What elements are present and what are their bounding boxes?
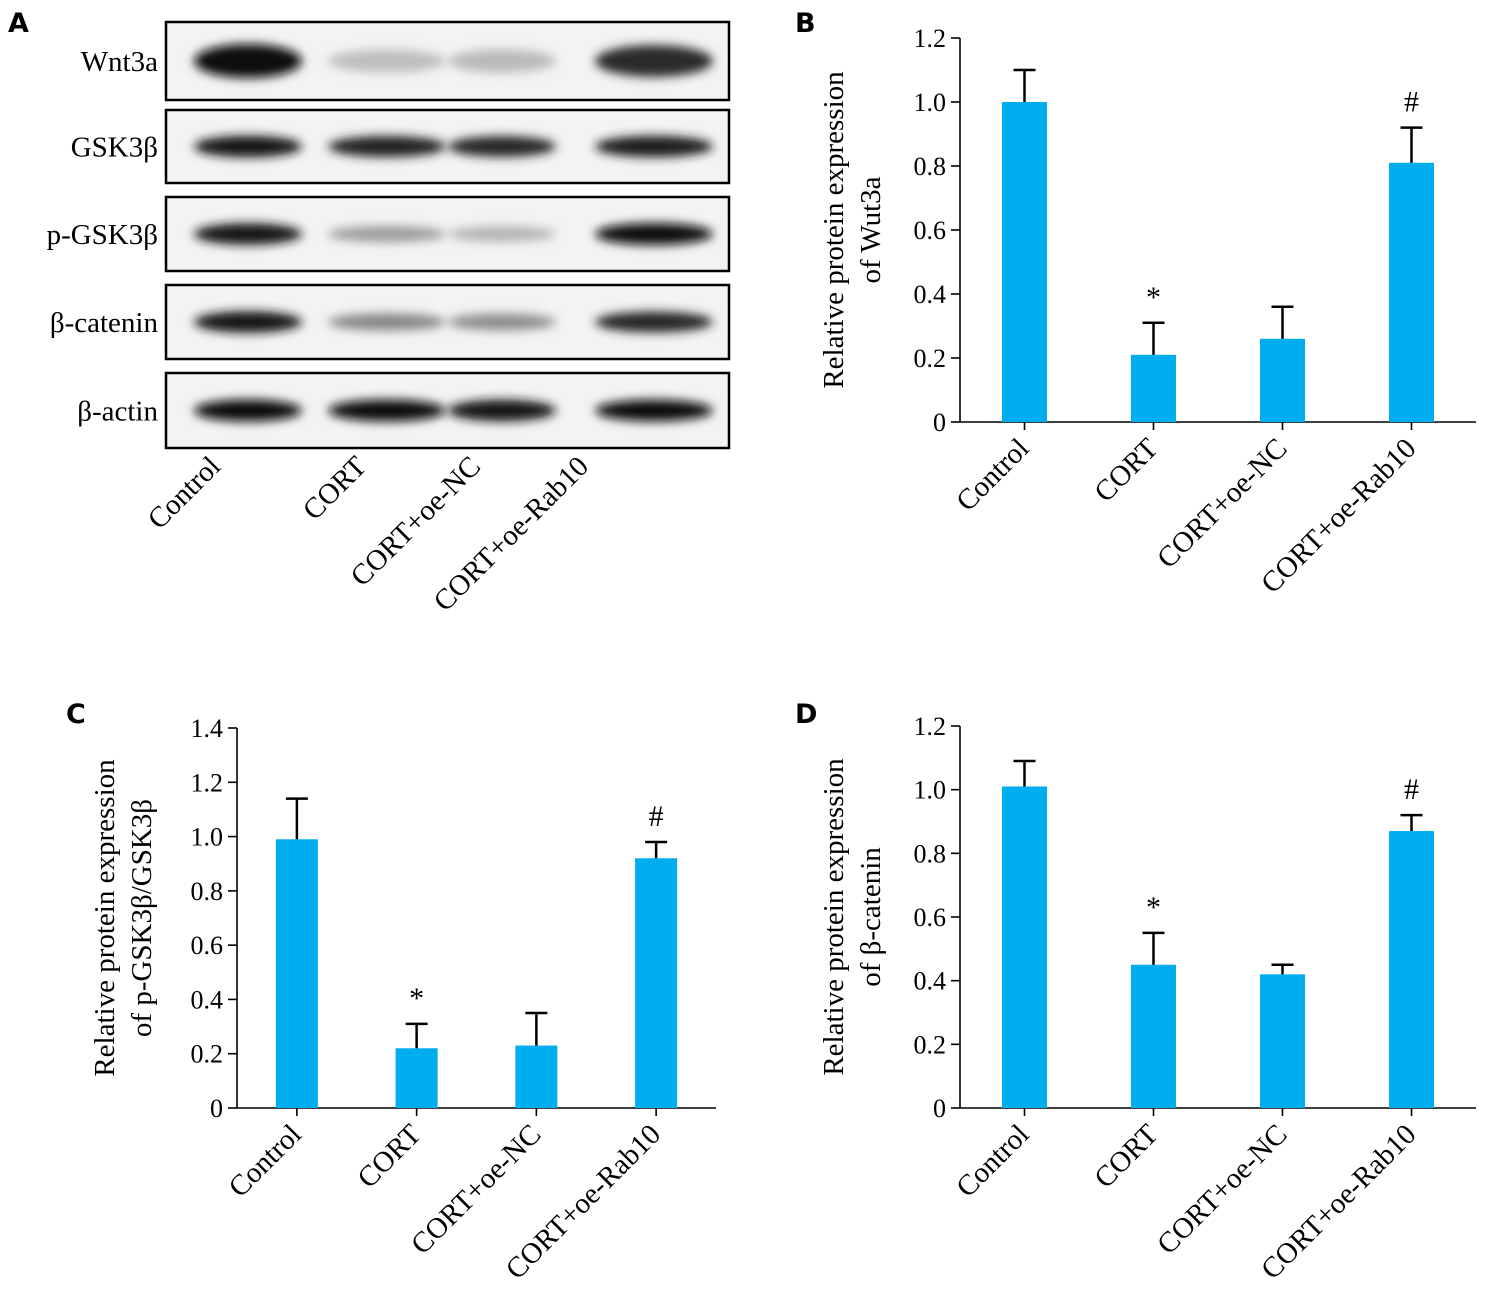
y-tick-label: 1.2 <box>914 712 947 741</box>
blot-band <box>448 49 556 73</box>
y-tick-label: 0.4 <box>914 967 947 996</box>
bar <box>1002 786 1047 1108</box>
panel-a-western-blot: Wnt3a GSK3β p-GSK3β β-catenin β-actin Control… <box>47 20 731 618</box>
bar <box>635 858 678 1108</box>
bar <box>275 839 318 1108</box>
significance-mark: # <box>1404 773 1419 806</box>
blot-band <box>595 45 713 77</box>
blot-band <box>448 136 556 157</box>
x-tick-label: CORT <box>1088 432 1164 508</box>
bar <box>1002 102 1047 422</box>
y-tick-label: 0.6 <box>914 903 947 932</box>
y-axis-title: Relative protein expression <box>818 71 850 389</box>
blot-band <box>194 399 302 422</box>
blot-band <box>194 44 302 78</box>
x-tick-label: CORT+oe-NC <box>1151 432 1293 574</box>
bar <box>1260 338 1305 422</box>
y-tick-label: 0.8 <box>914 839 947 868</box>
blot-band <box>448 313 556 331</box>
y-tick-label: 0.2 <box>914 344 947 373</box>
bar <box>1131 354 1176 422</box>
blot-band <box>595 399 713 422</box>
bar <box>1389 162 1434 423</box>
panel-letter-a: A <box>8 8 29 39</box>
blot-band <box>448 399 556 422</box>
blot-band <box>328 225 446 243</box>
blot-label: Wnt3a <box>81 46 158 78</box>
y-axis-title: of p-GSK3β/GSK3β <box>126 799 158 1037</box>
y-tick-label: 1.2 <box>191 768 224 797</box>
panel-letter-b: B <box>795 8 816 39</box>
blot-band <box>328 49 446 73</box>
bar <box>1260 974 1305 1108</box>
y-tick-label: 0.8 <box>191 877 224 906</box>
x-tick-label: CORT <box>1088 1118 1164 1194</box>
blot-band <box>328 313 446 331</box>
blot-label: GSK3β <box>71 132 158 164</box>
significance-mark: * <box>409 982 424 1015</box>
panel-b-chart: 0 0.2 0.4 0.6 0.8 1.0 1.2 Control * CORTCORT+oe-N… <box>818 24 1476 600</box>
x-tick-label: Control <box>950 1118 1035 1203</box>
blot-band <box>595 223 713 245</box>
panel-letter-d: D <box>795 699 817 730</box>
blot-band <box>328 135 446 158</box>
x-tick-label: Control <box>950 432 1035 517</box>
y-tick-label: 0 <box>933 408 946 437</box>
significance-mark: * <box>1146 281 1161 314</box>
y-tick-label: 0.6 <box>191 931 224 960</box>
y-axis-title: of β-catenin <box>855 847 887 987</box>
y-tick-label: 0.2 <box>191 1040 224 1069</box>
significance-mark: # <box>649 800 664 833</box>
panel-c-chart: 00.20.40.60.81.01.21.4Control*CORTCORT+o… <box>89 714 716 1286</box>
y-tick-label: 1.4 <box>191 714 224 743</box>
y-tick-label: 1.0 <box>914 776 947 805</box>
bar <box>1389 831 1434 1108</box>
y-tick-label: 1.2 <box>914 24 947 53</box>
blot-band <box>448 226 556 242</box>
blot-band <box>595 135 713 158</box>
blot-label: p-GSK3β <box>47 219 158 251</box>
significance-mark: # <box>1404 86 1419 119</box>
y-tick-label: 0 <box>933 1094 946 1123</box>
blot-band <box>194 311 302 333</box>
y-tick-label: 0.8 <box>914 152 947 181</box>
bar <box>515 1045 558 1108</box>
blot-label: β-catenin <box>50 307 159 339</box>
x-tick-label: CORT+oe-NC <box>1151 1118 1293 1260</box>
y-axis-title: Relative protein expression <box>818 758 850 1076</box>
y-tick-label: 0.4 <box>191 985 224 1014</box>
y-tick-label: 0.2 <box>914 1030 947 1059</box>
blot-label: β-actin <box>77 396 158 428</box>
blot-band <box>595 311 713 333</box>
blot-band <box>194 223 302 245</box>
blot-band <box>194 135 302 158</box>
y-tick-label: 0 <box>210 1094 223 1123</box>
lane-label: CORT <box>297 450 373 526</box>
x-tick-label: Control <box>223 1118 308 1203</box>
y-tick-label: 1.0 <box>191 823 224 852</box>
y-axis-title: Relative protein expression <box>89 759 121 1077</box>
bar <box>1131 964 1176 1108</box>
significance-mark: * <box>1146 891 1161 924</box>
panel-letter-c: C <box>66 699 86 730</box>
y-tick-label: 1.0 <box>914 88 947 117</box>
bar <box>395 1048 438 1108</box>
y-axis-title: of Wut3a <box>855 176 887 283</box>
blot-band <box>328 399 446 422</box>
y-tick-label: 0.6 <box>914 216 947 245</box>
x-tick-label: CORT <box>351 1118 427 1194</box>
y-tick-label: 0.4 <box>914 280 947 309</box>
panel-d-chart: 0 0.2 0.4 0.6 0.8 1.0 1.2 Control * CORTCORT+oe-N… <box>818 712 1476 1286</box>
lane-label: Control <box>142 450 227 535</box>
